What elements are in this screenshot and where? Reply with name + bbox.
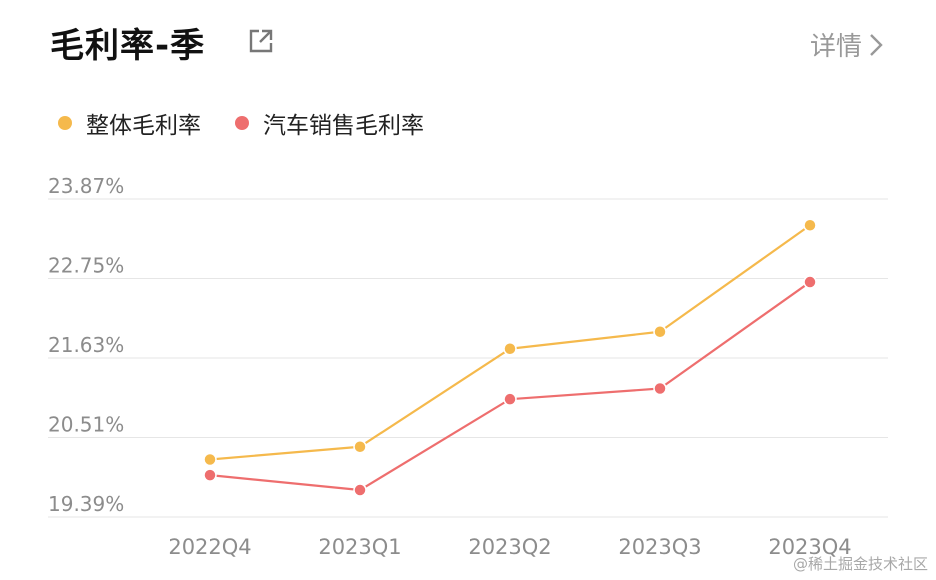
x-tick-label: 2023Q2 [468,535,551,559]
data-point-auto [353,483,367,497]
data-point-auto [653,381,667,396]
data-point-overall [503,342,517,356]
legend-item-auto[interactable]: 汽车销售毛利率 [235,106,424,140]
data-point-overall [203,452,217,467]
detail-label: 详情 [809,32,862,62]
data-point-overall [653,324,667,339]
y-tick-label: 19.39% [48,492,124,516]
detail-link[interactable]: 详情 [810,26,884,63]
page-title: 毛利率-季 [50,26,206,66]
data-point-auto [503,392,517,406]
data-point-overall [803,218,817,233]
chevron-right-icon [870,33,883,56]
x-tick-label: 2023Q4 [768,535,851,559]
y-tick-label: 20.51% [48,413,124,437]
y-tick-label: 23.87% [48,174,124,198]
legend-dot-auto [235,116,249,130]
data-point-auto [203,468,217,482]
x-tick-label: 2022Q4 [168,535,251,559]
x-tick-label: 2023Q3 [618,535,701,559]
data-point-auto [803,275,817,289]
legend-label-auto: 汽车销售毛利率 [263,113,424,139]
chart-legend: 整体毛利率 汽车销售毛利率 [58,106,424,140]
y-tick-label: 21.63% [48,333,124,357]
watermark: @稀土掘金技术社区 [792,555,928,573]
external-link-icon[interactable] [248,28,274,54]
series-line-auto [209,281,811,492]
legend-dot-overall [58,116,72,130]
y-tick-label: 22.75% [48,254,124,278]
data-point-overall [353,439,367,454]
legend-item-overall[interactable]: 整体毛利率 [58,106,201,140]
legend-label-overall: 整体毛利率 [86,113,201,139]
x-tick-label: 2023Q1 [318,535,401,559]
